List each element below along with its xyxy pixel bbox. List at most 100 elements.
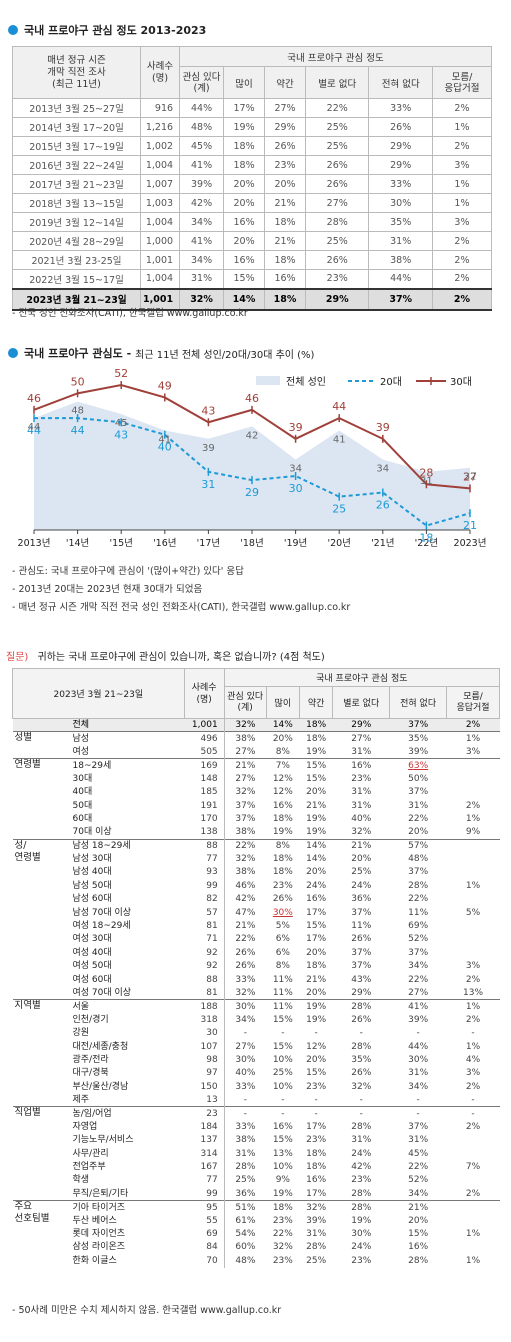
sample-size-cell: 184 <box>184 1120 225 1134</box>
value-cell: 32% <box>299 1200 333 1214</box>
value-cell: 1,001 <box>139 287 181 311</box>
value-cell: 38% <box>223 825 267 840</box>
table-row: 자영업 184 33% 16% 17% 28% 37% 2% <box>13 1120 500 1134</box>
value-cell: 3% <box>465 1068 481 1079</box>
value-cell: 39% <box>408 746 429 757</box>
value-cell: 2% <box>431 231 493 251</box>
row-label: 삼성 라이온즈 <box>72 1242 126 1253</box>
row-label: 대구/경북 <box>72 1068 109 1079</box>
value-cell: 916 <box>139 98 181 118</box>
trend-row: 2014년 3월 17~20일 1,216 48% 19% 29% 25% 26% 1% <box>12 117 493 137</box>
t1-head-col: 약간 <box>264 66 306 99</box>
table-row: 연령별 18~29세 169 21% 7% 15% 16% 63% <box>12 758 500 840</box>
value-cell: 22% <box>223 932 267 947</box>
value-cell: 41% <box>389 999 447 1014</box>
value-cell: 18% <box>272 813 293 824</box>
survey-period-cell: 2016년 3월 22~24일 <box>12 155 141 175</box>
value-cell: 28% <box>351 1121 372 1132</box>
value-cell: 28% <box>332 1200 390 1214</box>
value-cell: 52% <box>408 1175 429 1186</box>
value-cell: 20% <box>306 867 327 878</box>
row-label: 40대 <box>72 787 93 798</box>
value-cell: 18% <box>264 287 306 311</box>
trend-row: 2016년 3월 22~24일 1,004 41% 18% 23% 26% 29% 3% <box>12 155 493 175</box>
value-cell <box>447 1241 500 1254</box>
value-cell: 32% <box>223 852 267 866</box>
row-label: 무직/은퇴/기타 <box>72 1188 129 1199</box>
value-cell: - <box>314 1094 318 1105</box>
value-cell: - <box>223 1093 267 1107</box>
value-cell: 31% <box>368 231 433 251</box>
value-cell: 20% <box>223 174 266 194</box>
value-cell: 42% <box>351 1162 372 1173</box>
value-cell: 57% <box>389 838 447 853</box>
sample-size-cell: 185 <box>184 785 225 799</box>
value-cell: 48% <box>223 1254 267 1268</box>
value-cell: 30% <box>223 999 267 1014</box>
t2-head-interest-label: 관심 있다 <box>227 691 264 702</box>
value-cell <box>447 852 500 865</box>
value-cell: 38% <box>223 865 267 880</box>
value-cell: 13% <box>463 987 484 998</box>
value-cell: 1% <box>465 1255 481 1266</box>
data-label-all-adults: 39 <box>202 443 215 454</box>
legend-label-20s: 20대 <box>380 376 402 388</box>
chart-note: - 매년 정규 시즌 개막 직전 전국 성인 전화조사(CATI), 한국갤럽 … <box>12 602 351 613</box>
t2-head-col: 별로 없다 <box>332 686 391 719</box>
legend-label-30s: 30대 <box>450 376 472 388</box>
value-cell: 30% <box>368 193 433 213</box>
trend-row: 2019년 3월 12~14일 1,004 34% 16% 18% 28% 35% 3% <box>12 212 493 232</box>
section1-title-text: 국내 프로야구 관심 정도 2013-2023 <box>24 24 207 37</box>
value-cell <box>447 1214 500 1227</box>
survey-period-cell: 2013년 3월 25~27일 <box>12 98 141 118</box>
value-cell: 20% <box>264 174 306 194</box>
value-cell: 26% <box>351 1014 372 1025</box>
x-tick-label: '17년 <box>197 538 220 549</box>
sample-size-cell: 107 <box>184 1039 225 1054</box>
value-cell: 20% <box>223 231 266 251</box>
value-cell: 32% <box>272 1242 293 1253</box>
t2-head-col: 모름/ 응답거절 <box>446 686 500 719</box>
value-cell: 37% <box>351 907 372 918</box>
sample-size-cell: 84 <box>184 1240 225 1255</box>
value-cell: 20% <box>306 787 327 798</box>
value-cell: 20% <box>266 731 300 746</box>
value-cell: 24% <box>351 880 372 891</box>
value-cell: 1% <box>465 1041 481 1052</box>
value-cell: 1% <box>465 813 481 824</box>
value-cell: 37% <box>351 947 372 958</box>
value-cell: 37% <box>389 717 447 732</box>
data-label-30s: 49 <box>158 379 172 392</box>
sample-size-cell: 505 <box>184 745 225 759</box>
value-cell: 4% <box>465 1054 481 1065</box>
value-cell: 30% <box>272 907 293 918</box>
table-row: 삼성 라이온즈 84 60% 32% 28% 24% 16% <box>13 1240 500 1255</box>
table-row: 직업별 농/임/어업 23- - - - - - <box>12 1106 500 1201</box>
value-cell: 1,003 <box>139 193 181 213</box>
table-row: 60대 170 37% 18% 19% 40% 22% 1% <box>13 812 500 826</box>
legend-swatch-all-adults <box>256 376 280 385</box>
sample-size-cell: 99 <box>184 879 225 893</box>
table-row: 대구/경북 97 40% 25% 15% 26% 31% 3% <box>13 1066 500 1081</box>
t1-head-col: 전혀 없다 <box>368 66 433 99</box>
value-cell: 11% <box>266 999 300 1014</box>
sample-size-cell: 93 <box>184 865 225 880</box>
value-cell: - <box>281 1028 285 1039</box>
value-cell: 17% <box>306 934 327 945</box>
value-cell: 8% <box>275 961 290 972</box>
value-cell: 37% <box>408 947 429 958</box>
value-cell <box>446 758 500 773</box>
value-cell <box>447 1174 500 1187</box>
data-label-30s: 46 <box>245 392 259 405</box>
value-cell <box>447 893 500 906</box>
value-cell: 15% <box>272 1041 293 1052</box>
data-label-30s: 39 <box>376 421 390 434</box>
sample-size-cell: 150 <box>184 1080 225 1094</box>
t1-head-n: 사례수 (명) <box>139 46 181 99</box>
sample-size-cell: 496 <box>184 731 225 746</box>
value-cell: 18% <box>223 155 266 175</box>
value-cell: 25% <box>306 1255 327 1266</box>
value-cell: 21% <box>306 974 327 985</box>
value-cell: 31% <box>408 1068 429 1079</box>
value-cell: 25% <box>351 867 372 878</box>
